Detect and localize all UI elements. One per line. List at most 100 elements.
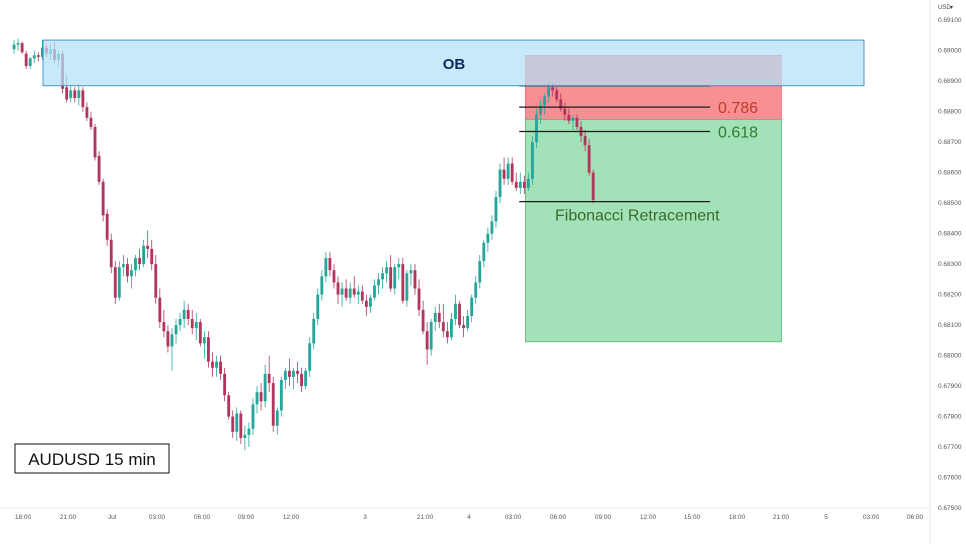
candle-body xyxy=(251,404,255,429)
time-tick-label: 09:00 xyxy=(595,514,612,521)
candle-body xyxy=(113,267,117,298)
symbol-label: AUDUSD 15 min xyxy=(28,450,156,469)
candle-body xyxy=(559,99,563,109)
time-tick-label: 18:00 xyxy=(15,514,32,521)
candle-body xyxy=(219,361,222,374)
candle-body xyxy=(535,114,538,143)
candle-body xyxy=(150,248,154,265)
candle-body xyxy=(142,245,146,265)
candle-body xyxy=(292,370,295,377)
candle-body xyxy=(433,312,437,323)
time-axis[interactable]: 18:00 21:00 Jul 03:00 06:00 09:00 12:00 3 21:00 4… xyxy=(0,507,930,521)
candle-body xyxy=(288,370,291,377)
candle-body xyxy=(425,331,429,350)
price-tick-label: 0.67800 xyxy=(938,414,962,421)
candle-body xyxy=(154,264,158,298)
candle-body xyxy=(470,297,474,316)
candle-body xyxy=(174,325,178,335)
candle-body xyxy=(73,90,77,98)
time-tick-label: 15:00 xyxy=(684,514,701,521)
candle-body xyxy=(377,279,380,286)
fibonacci-retracement[interactable]: 0.786 0.618 Fibonacci Retracement xyxy=(519,85,758,225)
candle-body xyxy=(93,126,97,158)
candle-body xyxy=(202,337,206,344)
candle-body xyxy=(316,294,320,319)
candle-body xyxy=(385,267,389,274)
price-tick-label: 0.68000 xyxy=(938,353,962,360)
candle-body xyxy=(162,322,166,332)
candle-body xyxy=(369,297,372,307)
candle-body xyxy=(486,233,490,243)
candle-body xyxy=(275,410,279,426)
candle-body xyxy=(563,108,567,115)
fib-tool-label: Fibonacci Retracement xyxy=(555,208,720,225)
candle-body xyxy=(279,379,283,411)
candle-body xyxy=(397,264,401,268)
candle-body xyxy=(348,288,352,298)
currency-label[interactable]: USD xyxy=(938,5,951,11)
candle-body xyxy=(190,318,194,329)
symbol-label-box: AUDUSD 15 min xyxy=(14,443,170,474)
candle-body xyxy=(539,105,542,115)
candle-body xyxy=(211,361,214,368)
candle-body xyxy=(567,114,571,121)
candle-body xyxy=(182,309,186,319)
price-axis[interactable]: 0.69100 0.69000 0.68900 0.68800 0.68700 0.686… xyxy=(929,0,962,543)
price-tick-label: 0.68900 xyxy=(938,78,962,85)
time-tick-label: 3 xyxy=(363,514,367,521)
time-tick-label: 09:00 xyxy=(238,514,255,521)
candle-body xyxy=(312,318,316,344)
candle-body xyxy=(441,322,445,332)
time-tick-label: 03:00 xyxy=(149,514,166,521)
candle-body xyxy=(105,213,109,240)
candle-body xyxy=(263,373,267,402)
candle-body xyxy=(65,87,69,100)
candle-body xyxy=(138,258,141,265)
candle-body xyxy=(389,267,393,289)
candle-body xyxy=(555,90,559,100)
candle-body xyxy=(231,416,235,432)
candle-body xyxy=(514,181,518,188)
candle-body xyxy=(267,373,271,384)
candle-body xyxy=(215,361,218,368)
candle-body xyxy=(364,300,368,307)
candle-body xyxy=(482,242,486,262)
price-tick-label: 0.67900 xyxy=(938,383,962,390)
candle-body xyxy=(77,90,81,98)
time-tick-label: Jul xyxy=(108,514,117,521)
candle-body xyxy=(85,107,89,118)
currency-dropdown-icon[interactable]: ▾ xyxy=(950,5,953,11)
candle-body xyxy=(16,43,20,45)
candle-body xyxy=(259,392,263,402)
ob-overlay: OB xyxy=(42,39,865,87)
order-block-zone[interactable] xyxy=(42,39,865,87)
time-tick-label: 18:00 xyxy=(729,514,746,521)
candle-body xyxy=(109,239,113,268)
candle-body xyxy=(445,331,449,338)
candle-body xyxy=(194,322,198,329)
candle-body xyxy=(462,325,465,329)
candle-body xyxy=(591,172,595,201)
candle-body xyxy=(296,370,299,374)
candle-body xyxy=(255,392,259,405)
candle-body xyxy=(506,163,510,179)
candle-body xyxy=(12,44,16,50)
time-tick-label: 5 xyxy=(824,514,828,521)
candle-body xyxy=(547,87,551,97)
price-tick-label: 0.67700 xyxy=(938,444,962,451)
candle-body xyxy=(417,288,421,310)
time-tick-label: 06:00 xyxy=(550,514,567,521)
candle-body xyxy=(356,291,360,295)
candle-body xyxy=(166,331,170,347)
candle-body xyxy=(20,43,24,53)
candle-body xyxy=(478,261,482,283)
price-tick-label: 0.69000 xyxy=(938,48,962,55)
candle-body xyxy=(575,117,579,127)
candle-body xyxy=(146,245,150,249)
candle-body xyxy=(474,282,478,298)
candle-body xyxy=(243,434,247,438)
candle-body xyxy=(283,370,287,380)
candle-body xyxy=(543,96,546,106)
take-profit-zone[interactable] xyxy=(525,119,782,343)
